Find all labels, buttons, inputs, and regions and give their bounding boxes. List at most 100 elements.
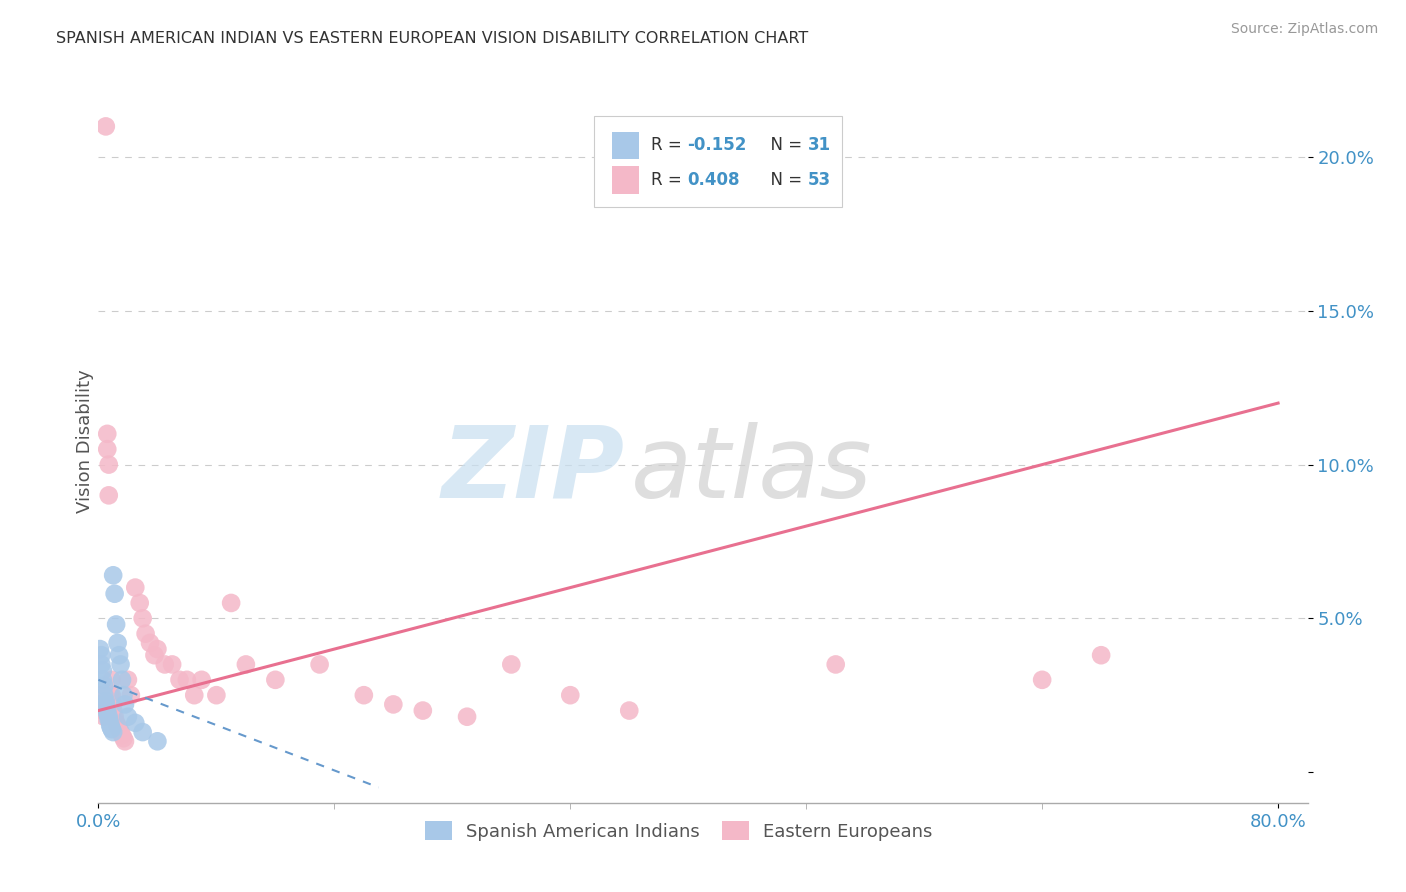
- Point: [91, 673, 114, 687]
- Point: [96, 442, 118, 457]
- Point: [90, 657, 112, 672]
- Point: [131, 725, 153, 739]
- FancyBboxPatch shape: [613, 132, 638, 159]
- Point: [101, 568, 124, 582]
- Point: [110, 657, 132, 672]
- Point: [1090, 648, 1112, 663]
- Point: [108, 648, 131, 663]
- Point: [264, 673, 287, 687]
- Point: [176, 673, 198, 687]
- Text: R =: R =: [651, 171, 688, 189]
- Point: [353, 688, 375, 702]
- Point: [90, 648, 112, 663]
- Point: [143, 648, 166, 663]
- Point: [101, 704, 124, 718]
- Point: [97, 709, 120, 723]
- Text: N =: N =: [759, 136, 807, 154]
- Point: [105, 715, 128, 730]
- Text: N =: N =: [759, 171, 807, 189]
- Point: [128, 596, 150, 610]
- Point: [100, 722, 122, 736]
- FancyBboxPatch shape: [595, 117, 842, 207]
- Point: [112, 731, 135, 746]
- Point: [308, 657, 330, 672]
- Point: [98, 715, 121, 730]
- Point: [97, 713, 120, 727]
- Point: [108, 722, 131, 736]
- Point: [94, 694, 117, 708]
- Point: [100, 673, 122, 687]
- Point: [560, 688, 582, 702]
- Text: 53: 53: [808, 171, 831, 189]
- Point: [89, 688, 111, 702]
- Point: [97, 488, 120, 502]
- Legend: Spanish American Indians, Eastern Europeans: Spanish American Indians, Eastern Europe…: [418, 814, 941, 848]
- Point: [93, 688, 115, 702]
- Point: [117, 709, 139, 723]
- Point: [100, 688, 122, 702]
- Point: [114, 734, 136, 748]
- Point: [501, 657, 523, 672]
- Point: [183, 688, 205, 702]
- Point: [101, 725, 124, 739]
- Point: [96, 426, 118, 441]
- Point: [135, 626, 157, 640]
- Point: [112, 688, 135, 702]
- Point: [94, 120, 117, 134]
- Point: [104, 709, 127, 723]
- Point: [190, 673, 212, 687]
- Point: [146, 734, 169, 748]
- Point: [114, 698, 136, 712]
- Point: [107, 719, 129, 733]
- Point: [235, 657, 257, 672]
- Point: [124, 715, 146, 730]
- Point: [412, 704, 434, 718]
- Point: [117, 673, 139, 687]
- Point: [124, 581, 146, 595]
- Text: SPANISH AMERICAN INDIAN VS EASTERN EUROPEAN VISION DISABILITY CORRELATION CHART: SPANISH AMERICAN INDIAN VS EASTERN EUROP…: [56, 31, 808, 46]
- Point: [120, 688, 142, 702]
- Text: Source: ZipAtlas.com: Source: ZipAtlas.com: [1230, 22, 1378, 37]
- Point: [111, 673, 134, 687]
- Point: [105, 617, 128, 632]
- Point: [98, 688, 121, 702]
- Point: [153, 657, 176, 672]
- Text: R =: R =: [651, 136, 688, 154]
- Point: [382, 698, 405, 712]
- Point: [111, 728, 134, 742]
- Point: [146, 642, 169, 657]
- Point: [101, 698, 124, 712]
- Point: [90, 698, 112, 712]
- Point: [91, 664, 114, 678]
- Point: [824, 657, 846, 672]
- Point: [100, 722, 122, 736]
- Point: [96, 704, 118, 718]
- Point: [89, 642, 111, 657]
- Point: [110, 725, 132, 739]
- Point: [139, 636, 162, 650]
- Point: [205, 688, 228, 702]
- Point: [93, 709, 115, 723]
- Point: [94, 698, 117, 712]
- Point: [131, 611, 153, 625]
- Y-axis label: Vision Disability: Vision Disability: [76, 369, 94, 514]
- Text: atlas: atlas: [630, 422, 872, 519]
- Point: [97, 458, 120, 472]
- Point: [219, 596, 242, 610]
- Text: 31: 31: [808, 136, 831, 154]
- Text: ZIP: ZIP: [441, 422, 624, 519]
- Point: [169, 673, 191, 687]
- FancyBboxPatch shape: [613, 166, 638, 194]
- Text: -0.152: -0.152: [688, 136, 747, 154]
- Point: [93, 679, 115, 693]
- Text: 0.408: 0.408: [688, 171, 740, 189]
- Point: [104, 587, 127, 601]
- Point: [107, 636, 129, 650]
- Point: [1031, 673, 1053, 687]
- Point: [91, 704, 114, 718]
- Point: [160, 657, 183, 672]
- Point: [456, 709, 478, 723]
- Point: [96, 706, 118, 721]
- Point: [619, 704, 641, 718]
- Point: [98, 698, 121, 712]
